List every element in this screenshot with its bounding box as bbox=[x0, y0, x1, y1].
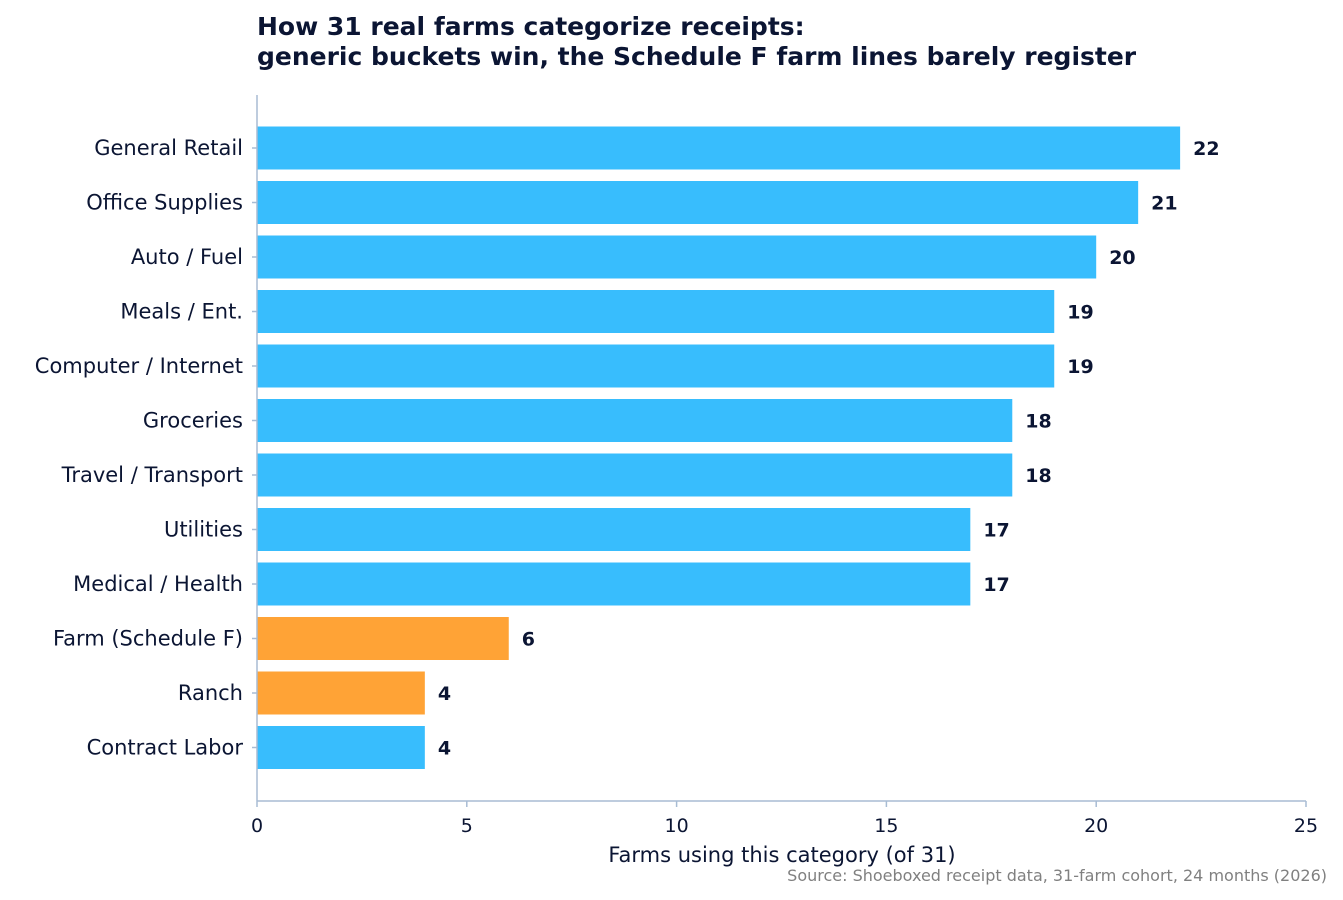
bar-2 bbox=[257, 235, 1097, 279]
bar-value-label: 18 bbox=[1025, 411, 1051, 433]
bar-5 bbox=[257, 399, 1013, 442]
category-label: Medical / Health bbox=[73, 572, 243, 596]
x-tick-label: 5 bbox=[461, 815, 473, 837]
category-label: Contract Labor bbox=[87, 736, 244, 760]
bar-7 bbox=[257, 508, 971, 551]
category-label: General Retail bbox=[94, 136, 243, 160]
source-note: Source: Shoeboxed receipt data, 31-farm … bbox=[787, 866, 1327, 885]
bar-value-label: 21 bbox=[1151, 193, 1177, 215]
bar-11 bbox=[257, 726, 425, 769]
bar-6 bbox=[257, 453, 1013, 497]
x-axis-title: Farms using this category (of 31) bbox=[608, 843, 955, 867]
x-tick-label: 25 bbox=[1294, 815, 1318, 837]
bar-value-label: 18 bbox=[1025, 465, 1051, 487]
category-label: Groceries bbox=[143, 409, 243, 433]
category-label: Meals / Ent. bbox=[120, 300, 243, 324]
bar-value-label: 19 bbox=[1067, 302, 1093, 324]
bar-0 bbox=[257, 126, 1181, 170]
x-tick-label: 20 bbox=[1084, 815, 1108, 837]
chart-title-line-2: generic buckets win, the Schedule F farm… bbox=[257, 42, 1137, 71]
category-label: Utilities bbox=[164, 518, 243, 542]
x-tick-label: 10 bbox=[665, 815, 689, 837]
category-label: Ranch bbox=[178, 681, 243, 705]
bar-10 bbox=[257, 671, 425, 715]
category-label: Travel / Transport bbox=[61, 463, 243, 487]
axes-group: General Retail Office Supplies Auto / Fuel… bbox=[35, 95, 1318, 837]
bar-value-label: 6 bbox=[522, 629, 535, 651]
bar-1 bbox=[257, 181, 1139, 224]
chart-title-line-1: How 31 real farms categorize receipts: bbox=[257, 12, 805, 41]
bar-value-label: 4 bbox=[438, 738, 451, 760]
category-label: Auto / Fuel bbox=[131, 245, 243, 269]
bar-value-label: 17 bbox=[983, 520, 1009, 542]
bar-value-label: 4 bbox=[438, 683, 451, 705]
bar-value-label: 22 bbox=[1193, 138, 1219, 160]
bars-group: 22 21 20 19 19 18 18 17 17 6 4 4 bbox=[257, 126, 1220, 769]
bar-value-label: 20 bbox=[1109, 247, 1135, 269]
x-tick-label: 0 bbox=[251, 815, 263, 837]
bar-8 bbox=[257, 562, 971, 606]
bar-value-label: 17 bbox=[983, 574, 1009, 596]
bar-value-label: 19 bbox=[1067, 356, 1093, 378]
category-label: Computer / Internet bbox=[35, 354, 243, 378]
x-tick-label: 15 bbox=[874, 815, 898, 837]
category-label: Farm (Schedule F) bbox=[53, 627, 243, 651]
bar-9 bbox=[257, 617, 509, 660]
category-label: Office Supplies bbox=[86, 191, 243, 215]
bar-3 bbox=[257, 290, 1055, 333]
bar-4 bbox=[257, 344, 1055, 388]
